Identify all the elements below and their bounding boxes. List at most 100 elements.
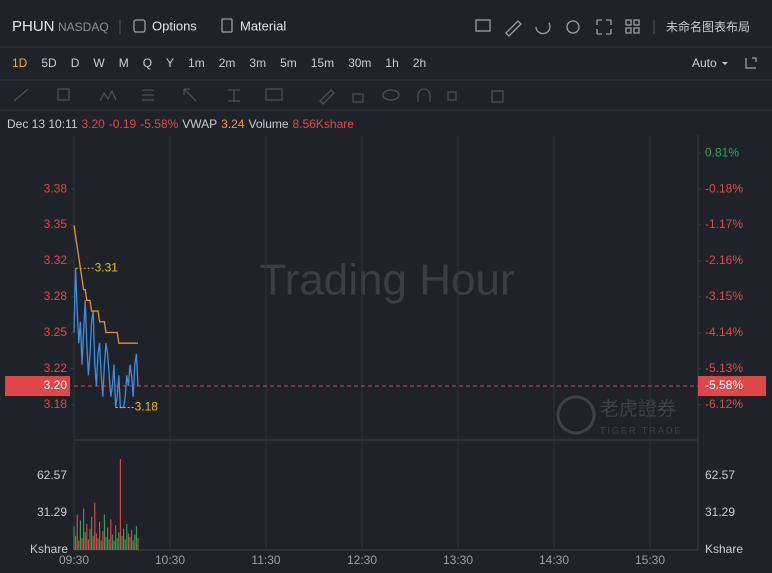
tool-icon[interactable]	[183, 88, 197, 102]
period-button[interactable]: M	[119, 56, 129, 70]
x-tick-label: 14:30	[539, 553, 569, 567]
tool-icon[interactable]	[319, 89, 335, 105]
volume-bar	[76, 514, 78, 550]
volume-bar	[108, 539, 110, 550]
volume-bar	[94, 502, 96, 550]
volume-bar	[86, 523, 88, 550]
volume-bar	[134, 534, 136, 550]
brand: 老虎證券	[600, 398, 676, 420]
volume-bar	[137, 538, 139, 550]
period-button[interactable]: 2h	[413, 56, 426, 70]
volume-bar	[87, 539, 89, 550]
y-tick-label: 3.38	[44, 181, 68, 195]
y2-axis-label: Kshare	[705, 542, 743, 556]
brand-sub: TIGER TRADE	[600, 425, 682, 435]
period-button[interactable]: 15m	[311, 56, 334, 70]
period-button[interactable]: 2m	[219, 56, 236, 70]
tool-icon[interactable]	[228, 89, 240, 102]
icon[interactable]	[566, 20, 580, 34]
volume-bar	[78, 540, 80, 550]
tool-icon[interactable]	[57, 88, 70, 101]
annotation: 3.18	[135, 400, 159, 414]
info-date: Dec 13 10:11	[7, 117, 78, 131]
icon[interactable]	[475, 19, 491, 32]
period-button[interactable]: Q	[143, 56, 152, 70]
volume-bar	[81, 538, 83, 550]
drawing-toolbar	[13, 88, 504, 105]
y-tick-label: 3.18	[44, 397, 68, 411]
tool-icon[interactable]	[13, 88, 29, 102]
last-price-box	[5, 376, 70, 397]
volume-bar	[113, 540, 115, 550]
icon[interactable]	[535, 22, 551, 35]
volume-bar	[116, 538, 118, 550]
volume-bar	[129, 536, 131, 550]
layout-name[interactable]: 未命名图表布局	[666, 19, 750, 34]
volume-bar	[89, 528, 91, 550]
period-button[interactable]: W	[93, 56, 105, 70]
volume-bar	[100, 540, 102, 550]
y2-tick-label: -0.18%	[705, 181, 743, 195]
volume-bar	[131, 529, 133, 550]
info-vwap-label: VWAP	[182, 117, 217, 131]
symbol: PHUN	[12, 18, 55, 35]
y2-tick-label: -5.13%	[705, 361, 743, 375]
period-button[interactable]: Y	[166, 56, 174, 70]
volume-bar	[110, 519, 112, 550]
volume-bar	[121, 535, 123, 550]
period-button[interactable]: 30m	[348, 56, 371, 70]
period-button[interactable]: 1D	[12, 56, 28, 70]
volume-bar	[132, 540, 134, 550]
period-button[interactable]: 3m	[249, 56, 266, 70]
brand-logo: 老虎證券 TIGER TRADE	[556, 395, 682, 435]
y2-tick-label: 62.57	[705, 468, 735, 482]
volume-bar	[103, 514, 105, 550]
volume-bar	[75, 535, 77, 550]
brand-mark	[556, 395, 596, 435]
expand-icon[interactable]	[745, 57, 757, 69]
options-icon[interactable]	[133, 19, 146, 33]
series-line	[73, 268, 139, 409]
options-button[interactable]: Options	[152, 18, 197, 33]
period-button[interactable]: 5m	[280, 56, 297, 70]
scale-mode[interactable]: Auto	[692, 56, 717, 70]
tool-icon[interactable]	[417, 88, 431, 102]
tool-icon[interactable]	[142, 89, 154, 101]
x-tick-label: 09:30	[59, 553, 89, 567]
info-change: -0.19	[109, 117, 137, 131]
volume-bar	[115, 525, 117, 550]
tool-icon[interactable]	[265, 88, 283, 101]
y2-tick-label: -4.14%	[705, 325, 743, 339]
volume-bar	[119, 458, 121, 550]
icon[interactable]	[505, 20, 522, 37]
y2-tick-label: -2.16%	[705, 253, 743, 267]
x-tick-label: 10:30	[155, 553, 185, 567]
period-button[interactable]: 1h	[385, 56, 398, 70]
volume-bar	[92, 535, 94, 550]
info-volume-label: Volume	[249, 117, 289, 131]
annotation: 3.31	[95, 260, 119, 274]
last-change-box	[698, 376, 766, 397]
volume-bar	[73, 526, 75, 550]
y2-tick-label: 0.81%	[705, 145, 739, 159]
period-button[interactable]: 1m	[188, 56, 205, 70]
icon[interactable]	[625, 19, 640, 34]
period-bar: 1D 5D D W M Q Y 1m 2m 3m 5m 15m 30m 1h 2h	[12, 56, 426, 70]
volume-bar	[126, 523, 128, 550]
tool-icon[interactable]	[382, 89, 400, 101]
material-icon[interactable]	[221, 18, 233, 33]
material-button[interactable]: Material	[240, 18, 286, 33]
period-button[interactable]: D	[71, 56, 80, 70]
last-price-label: 3.20	[44, 378, 68, 392]
icon[interactable]	[596, 19, 612, 35]
tool-icon[interactable]	[352, 93, 364, 103]
y-tick-label: 62.57	[37, 468, 67, 482]
volume-bar	[105, 536, 107, 550]
tool-icon[interactable]	[491, 90, 504, 103]
y-tick-label: 31.29	[37, 505, 67, 519]
tool-icon[interactable]	[99, 89, 117, 102]
y-tick-label: 3.35	[44, 217, 68, 231]
period-button[interactable]: 5D	[41, 56, 57, 70]
tool-icon[interactable]	[447, 91, 457, 101]
